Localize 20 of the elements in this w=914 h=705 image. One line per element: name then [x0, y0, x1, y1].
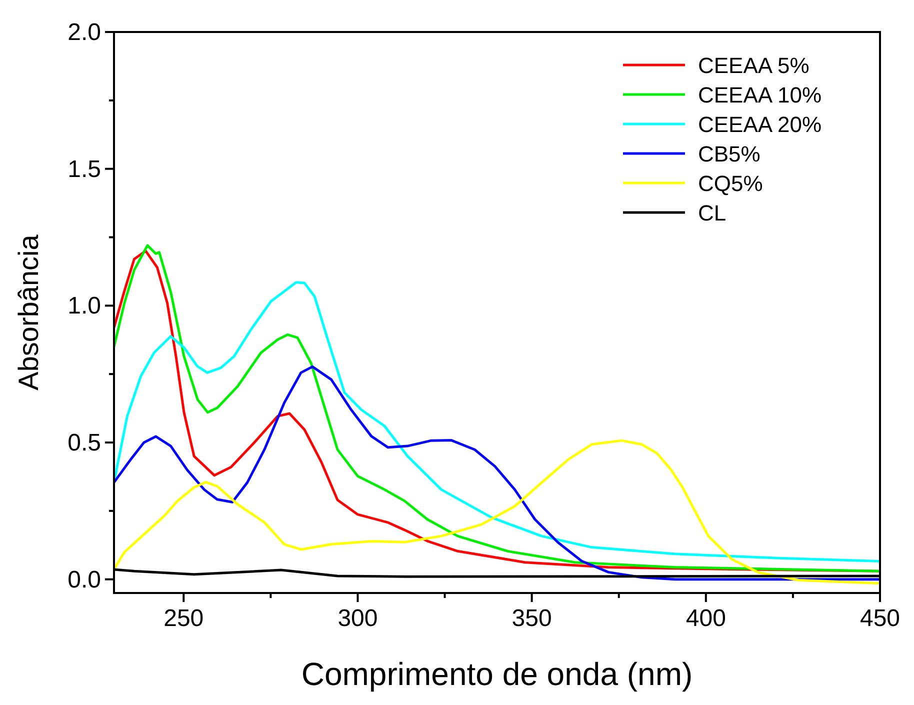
y-tick-label: 1.0 — [68, 292, 101, 320]
y-axis-title: Absorbância — [13, 234, 44, 390]
legend-label: CEEAA 20% — [698, 112, 822, 137]
legend-label: CB5% — [698, 142, 760, 166]
y-tick-label: 1.5 — [68, 156, 101, 183]
x-tick-label: 400 — [686, 605, 726, 632]
x-axis-title: Comprimento de onda (nm) — [301, 656, 693, 692]
line-series — [114, 439, 880, 585]
x-tick-label: 350 — [512, 605, 552, 632]
y-tick-label: 0.5 — [68, 429, 101, 456]
x-tick-label: 300 — [338, 605, 378, 632]
legend-label: CEEAA 10% — [698, 82, 822, 108]
x-tick-label: 250 — [164, 605, 204, 632]
legend-label: CL — [698, 200, 726, 226]
y-tick-label: 2.0 — [68, 19, 101, 46]
x-tick-label: 450 — [860, 605, 900, 632]
y-tick-label: 0.0 — [68, 566, 101, 594]
legend-label: CEEAA 5% — [698, 53, 810, 78]
legend-label: CQ5% — [698, 171, 763, 196]
line-series — [114, 365, 880, 581]
